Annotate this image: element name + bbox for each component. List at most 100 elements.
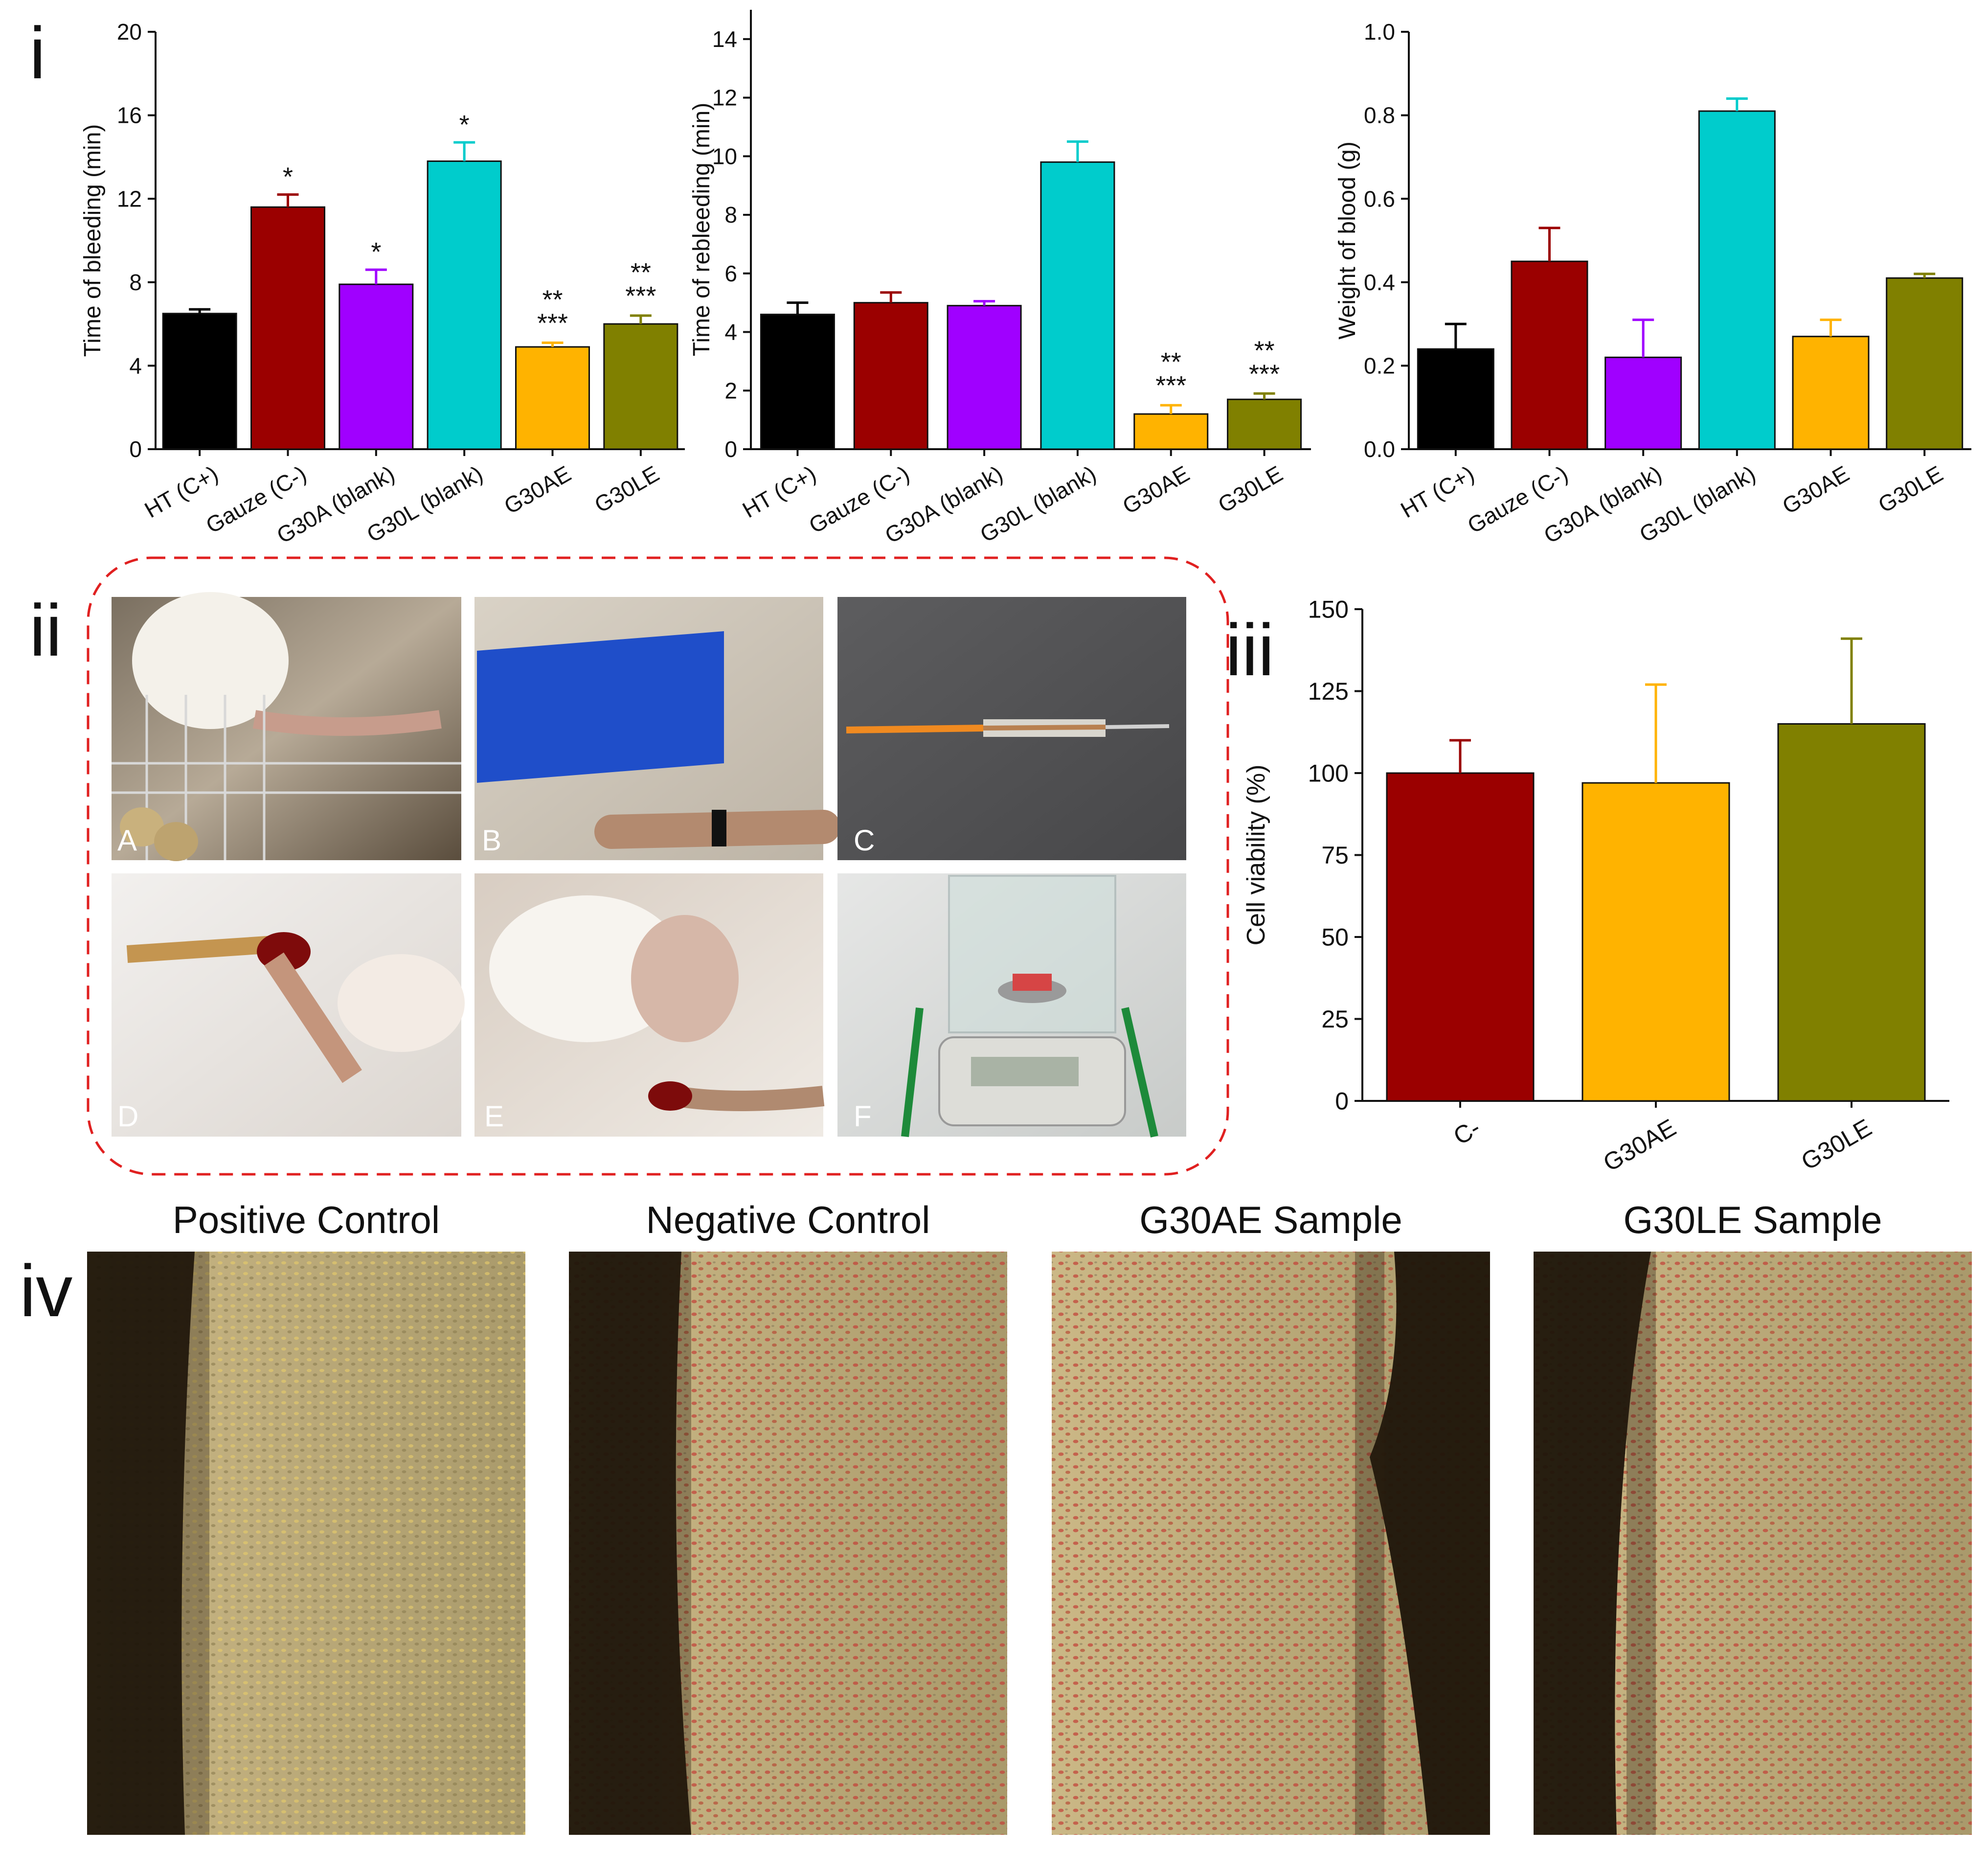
micrograph-g30le-sample: G30LE Sample — [1534, 1198, 1972, 1835]
significance-mark: * — [459, 110, 470, 139]
x-tick-label-g30ae: G30AE — [1599, 1114, 1681, 1177]
chart-blood-weight: 0.0 0.2 0.4 0.6 0.8 1.0 Weight of blood (g) HT … — [1334, 19, 1971, 548]
bar-g30ae — [515, 346, 590, 450]
y-tick-label: 1.0 — [1364, 19, 1395, 45]
y-tick-label: 8 — [129, 270, 142, 295]
photo-e: E — [474, 873, 825, 1137]
y-tick-label: 4 — [724, 320, 737, 345]
micrograph-negative-control: Negative Control — [569, 1198, 1007, 1835]
bar-g30le — [603, 323, 678, 450]
bar-ht-c — [1417, 348, 1494, 450]
y-axis-label: Cell viability (%) — [1242, 765, 1270, 946]
bar-c — [1386, 772, 1535, 1102]
panel-label-iv: iv — [20, 1250, 72, 1332]
y-tick-label: 0.6 — [1364, 186, 1395, 211]
bar-g30le — [1227, 398, 1302, 450]
bar-g30ae — [1792, 336, 1870, 450]
y-axis-label: Time of rebleeding (min) — [689, 103, 715, 356]
x-tick-label-g30ae: G30AE — [1118, 460, 1194, 519]
y-tick-label: 75 — [1321, 842, 1349, 869]
significance-mark: * — [283, 162, 293, 192]
y-tick-label: 20 — [117, 19, 142, 45]
photo-b: B — [474, 597, 840, 860]
photo-f: F — [837, 873, 1186, 1138]
bar-ht-c — [162, 313, 237, 450]
photo-f-label: F — [854, 1100, 872, 1133]
y-tick-label: 0 — [724, 436, 737, 462]
bar-g30le — [1886, 277, 1964, 450]
micrograph-title: Positive Control — [173, 1198, 440, 1241]
bar-g30l-blank — [1040, 161, 1115, 450]
micrograph-positive-control: Positive Control — [87, 1198, 525, 1835]
significance-mark: ** — [1254, 336, 1275, 365]
panel-label-ii: ii — [29, 589, 62, 671]
x-tick-label-g30le: G30LE — [1797, 1114, 1876, 1175]
x-tick-label-g30ae: G30AE — [499, 460, 575, 519]
y-tick-label: 25 — [1321, 1005, 1349, 1033]
y-tick-label: 10 — [712, 143, 737, 169]
y-tick-label: 2 — [724, 378, 737, 403]
y-tick-label: 6 — [724, 261, 737, 286]
photo-d-label: D — [117, 1100, 138, 1133]
significance-mark: *** — [1155, 371, 1186, 400]
y-axis-label: Weight of blood (g) — [1334, 141, 1360, 340]
micrograph-title: G30AE Sample — [1139, 1198, 1402, 1241]
bar-g30l-blank — [1698, 110, 1776, 450]
significance-mark: *** — [1249, 359, 1280, 388]
bar-gauze-c — [1511, 260, 1588, 450]
x-tick-label-ht-c: HT (C+) — [738, 460, 820, 523]
y-tick-label: 0.4 — [1364, 270, 1395, 295]
significance-mark: ** — [631, 258, 651, 287]
bar-g30l-blank — [427, 160, 502, 450]
bar-g30a-blank — [339, 283, 414, 450]
significance-mark: ** — [1161, 347, 1181, 377]
micrograph-g30ae-sample: G30AE Sample — [1052, 1198, 1490, 1835]
micrograph-row: Positive Control Negative Control G30AE Sa… — [87, 1198, 1972, 1835]
photo-c: C — [837, 597, 1186, 860]
y-tick-label: 0 — [1335, 1088, 1349, 1115]
y-tick-label: 16 — [117, 103, 142, 128]
y-tick-label: 12 — [712, 85, 737, 111]
bar-gauze-c — [250, 206, 325, 450]
panel-label-i: i — [29, 12, 45, 94]
x-tick-label-g30le: G30LE — [1214, 460, 1287, 518]
significance-mark: * — [371, 237, 381, 267]
photo-d: D — [112, 873, 465, 1137]
x-tick-label-ht-c: HT (C+) — [1396, 460, 1478, 523]
y-tick-label: 12 — [117, 186, 142, 211]
y-tick-label: 14 — [712, 26, 737, 52]
y-tick-label: 150 — [1308, 596, 1349, 623]
bar-g30le — [1777, 723, 1926, 1102]
photo-b-label: B — [482, 824, 501, 857]
x-tick-label-g30ae: G30AE — [1778, 460, 1853, 519]
y-tick-label: 125 — [1308, 678, 1349, 705]
y-tick-label: 50 — [1321, 924, 1349, 951]
photo-c-label: C — [854, 824, 875, 857]
chart-cell-viability: 0 25 50 75 100 125 150 Cell viability (%) C- G30A… — [1242, 596, 1949, 1177]
bar-gauze-c — [853, 302, 928, 450]
y-tick-label: 100 — [1308, 760, 1349, 787]
significance-mark: ** — [542, 285, 563, 314]
x-tick-label-c: C- — [1449, 1114, 1485, 1150]
significance-mark: *** — [625, 281, 656, 311]
photo-a-label: A — [117, 824, 137, 857]
micrograph-title: Negative Control — [646, 1198, 930, 1241]
bar-g30a-blank — [1604, 356, 1682, 450]
significance-mark: *** — [537, 308, 568, 338]
y-tick-label: 0.8 — [1364, 103, 1395, 128]
y-tick-label: 8 — [724, 202, 737, 228]
x-tick-label-g30le: G30LE — [590, 460, 663, 518]
chart-rebleeding-time: 0 2 4 6 8 10 12 14 Time of rebleeding (min) HT (C… — [689, 10, 1311, 548]
bar-g30ae — [1133, 413, 1209, 450]
bar-g30a-blank — [947, 305, 1022, 450]
panel-label-iii: iii — [1225, 609, 1274, 691]
y-tick-label: 4 — [129, 353, 142, 379]
photo-a: A — [112, 592, 461, 861]
y-tick-label: 0.0 — [1364, 436, 1395, 462]
y-tick-label: 0 — [129, 436, 142, 462]
y-tick-label: 0.2 — [1364, 353, 1395, 379]
photo-e-label: E — [484, 1100, 504, 1133]
bar-ht-c — [760, 314, 835, 450]
